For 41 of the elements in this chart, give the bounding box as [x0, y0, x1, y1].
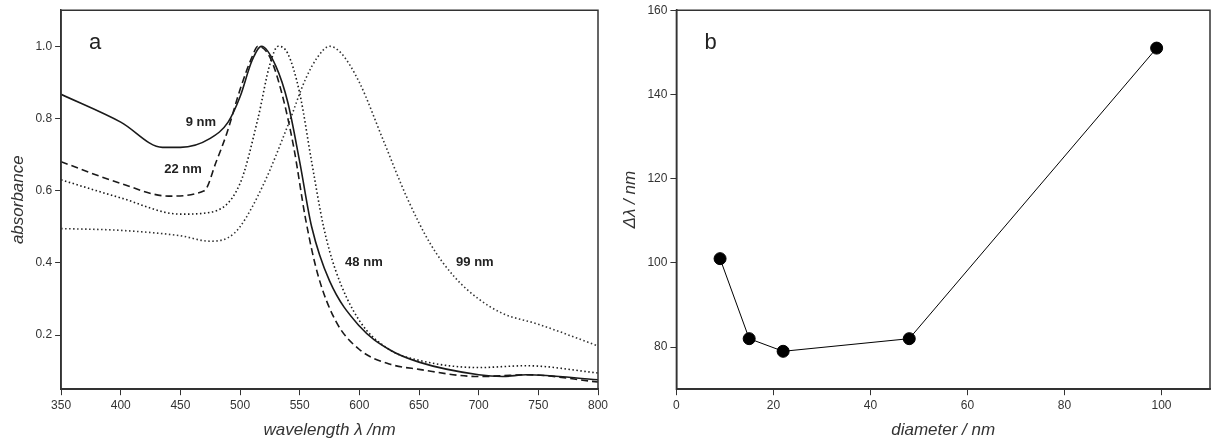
x-tick-label: 40 [863, 397, 878, 412]
point [742, 332, 756, 346]
x-tick-label: 80 [1057, 397, 1072, 412]
x-tick-label: 100 [1151, 397, 1172, 412]
x-tick-label: 20 [766, 397, 781, 412]
x-tick-label: 0 [673, 397, 681, 412]
x-tick-label: 400 [110, 397, 132, 412]
x-tick-label: 350 [51, 397, 72, 412]
y-tick-label: 160 [647, 2, 668, 17]
y-tick-label: 0.8 [35, 110, 53, 125]
annotation: 9 nm [185, 113, 217, 129]
x-tick-label: 450 [170, 397, 191, 412]
point [776, 344, 790, 358]
x-axis-title: wavelength λ /nm [263, 419, 396, 439]
annotation: b [704, 29, 717, 55]
point [902, 332, 916, 346]
annotation: a [89, 29, 103, 55]
x-tick-label: 750 [528, 397, 549, 412]
y-tick-label: 0.6 [35, 182, 53, 197]
y-tick-label: 120 [647, 170, 668, 185]
y-tick-label: 80 [654, 339, 668, 354]
x-tick-label: 500 [230, 397, 251, 412]
x-tick-label: 550 [289, 397, 311, 412]
point [1150, 41, 1164, 55]
y-tick-label: 100 [647, 255, 668, 270]
x-tick-label: 700 [468, 397, 490, 412]
x-tick-label: 650 [409, 397, 430, 412]
y-axis-title: Δλ / nm [619, 170, 639, 230]
y-tick-label: 1.0 [35, 38, 53, 53]
annotation: 22 nm [164, 160, 202, 176]
annotation: 48 nm [345, 254, 383, 270]
x-tick-label: 600 [349, 397, 370, 412]
point [713, 252, 727, 266]
annotation: 99 nm [456, 254, 494, 270]
y-tick-label: 140 [647, 86, 668, 101]
x-axis-title: diameter / nm [891, 419, 996, 439]
x-tick-label: 60 [960, 397, 975, 412]
x-tick-label: 800 [587, 397, 609, 412]
y-tick-label: 0.4 [35, 255, 53, 270]
y-tick-label: 0.2 [35, 327, 53, 342]
y-axis-title: absorbance [7, 155, 27, 245]
